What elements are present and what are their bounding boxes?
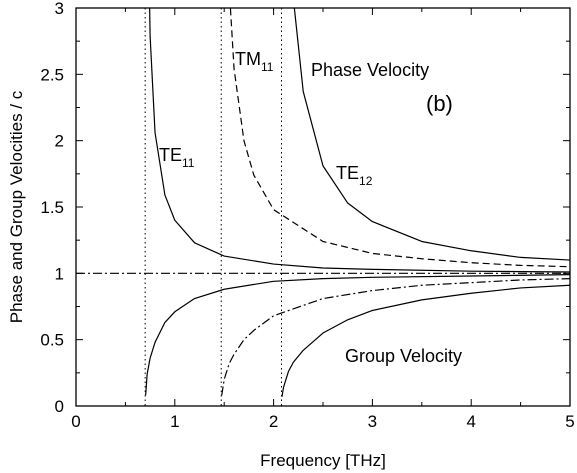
x-tick-label: 5 bbox=[565, 412, 574, 431]
x-tick-label: 3 bbox=[368, 412, 377, 431]
y-tick-label: 0 bbox=[55, 397, 64, 416]
y-axis-title: Phase and Group Velocities / c bbox=[7, 90, 26, 323]
x-tick-label: 1 bbox=[170, 412, 179, 431]
tm11-label: TM11 bbox=[235, 49, 274, 74]
group-velocity-label: Group Velocity bbox=[345, 346, 462, 366]
x-tick-label: 0 bbox=[71, 412, 80, 431]
y-tick-label: 2.5 bbox=[40, 65, 64, 84]
te12-label: TE12 bbox=[336, 163, 373, 188]
y-tick-label: 3 bbox=[55, 0, 64, 18]
y-tick-label: 0.5 bbox=[40, 331, 64, 350]
tm11-phase-curve bbox=[229, 8, 570, 268]
x-tick-label: 4 bbox=[466, 412, 475, 431]
te12-phase-curve bbox=[293, 8, 570, 261]
te11-phase-curve bbox=[149, 8, 570, 273]
panel-tag: (b) bbox=[426, 91, 453, 116]
tm11-group-curve bbox=[221, 278, 570, 396]
plot-frame bbox=[75, 7, 571, 407]
y-tick-label: 1 bbox=[55, 264, 64, 283]
tick-labels: 0 1 2 3 4 5 0 0.5 1 1.5 2 2.5 3 bbox=[40, 0, 574, 431]
y-tick-label: 1.5 bbox=[40, 198, 64, 217]
phase-velocity-label: Phase Velocity bbox=[311, 60, 429, 80]
x-axis-title: Frequency [THz] bbox=[260, 451, 386, 470]
y-tick-label: 2 bbox=[55, 132, 64, 151]
x-tick-label: 2 bbox=[269, 412, 278, 431]
te12-group-curve bbox=[281, 284, 570, 397]
te11-group-curve bbox=[145, 274, 570, 396]
series-curves bbox=[76, 8, 570, 397]
te11-label: TE11 bbox=[159, 145, 195, 170]
cutoff-lines bbox=[144, 8, 283, 406]
